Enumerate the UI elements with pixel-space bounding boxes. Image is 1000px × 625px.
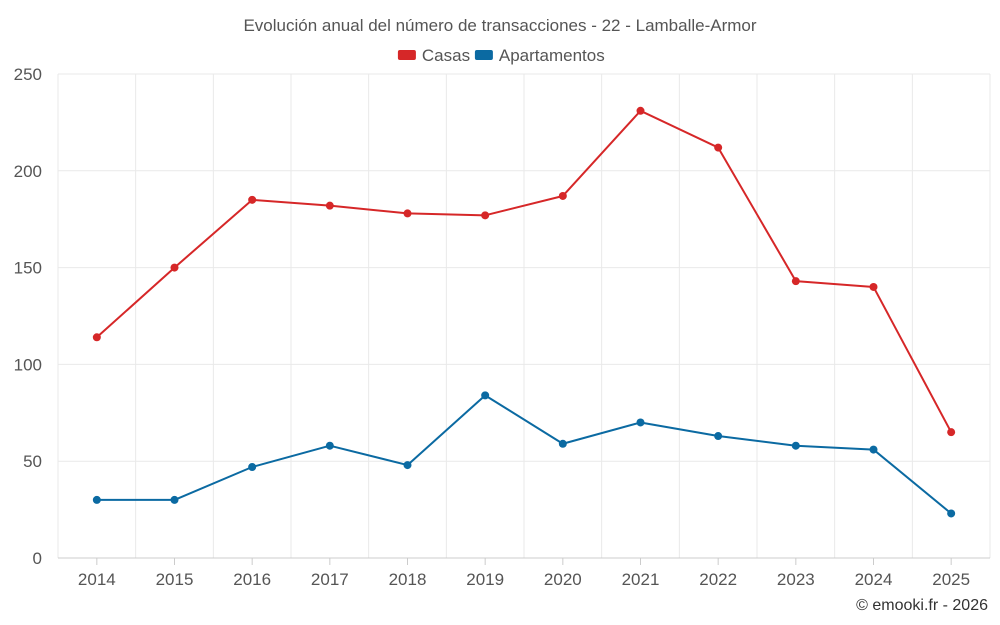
legend-label-casas: Casas: [422, 46, 470, 65]
series-line-casas: [96, 109, 953, 433]
credit-text: © emooki.fr - 2026: [856, 597, 988, 614]
data-point-apartamentos[interactable]: [248, 463, 257, 472]
y-tick-label: 50: [23, 452, 42, 471]
legend-item-apartamentos[interactable]: Apartamentos: [474, 46, 605, 65]
legend: Casas Apartamentos: [397, 46, 605, 65]
grid: [57, 73, 991, 559]
data-point-apartamentos[interactable]: [714, 432, 723, 441]
y-tick-label: 250: [14, 65, 42, 84]
data-point-casas[interactable]: [636, 106, 645, 115]
data-point-apartamentos[interactable]: [636, 418, 645, 427]
data-point-apartamentos[interactable]: [481, 391, 490, 400]
x-tick-label: 2020: [544, 570, 582, 589]
x-tick-label: 2021: [622, 570, 660, 589]
series: [92, 106, 956, 518]
y-tick-label: 0: [33, 549, 42, 568]
x-tick-label: 2025: [932, 570, 970, 589]
x-tick-label: 2019: [466, 570, 504, 589]
data-point-casas[interactable]: [947, 428, 956, 437]
data-point-casas[interactable]: [248, 195, 257, 204]
x-tick-label: 2023: [777, 570, 815, 589]
data-point-apartamentos[interactable]: [869, 445, 878, 454]
x-tick-label: 2016: [233, 570, 271, 589]
series-line-apartamentos: [96, 394, 952, 515]
data-point-casas[interactable]: [92, 333, 101, 342]
legend-swatch-casas: [397, 50, 416, 60]
x-tick-label: 2017: [311, 570, 349, 589]
y-axis-ticks: 0 50 100 150 200 250: [14, 65, 42, 568]
x-tick-label: 2024: [855, 570, 893, 589]
data-point-apartamentos[interactable]: [791, 441, 800, 450]
data-point-casas[interactable]: [714, 143, 723, 152]
y-tick-label: 150: [14, 259, 42, 278]
data-point-apartamentos[interactable]: [558, 439, 567, 448]
legend-swatch-apartamentos: [474, 50, 493, 60]
data-point-apartamentos[interactable]: [170, 495, 179, 504]
x-tick-label: 2022: [699, 570, 737, 589]
x-axis-ticks: 2014 2015 2016 2017 2018 2019 2020 2021 2022 2023…: [78, 558, 970, 589]
data-point-casas[interactable]: [869, 282, 878, 291]
data-point-casas[interactable]: [170, 263, 179, 272]
y-tick-label: 100: [14, 355, 42, 374]
y-tick-label: 200: [14, 162, 42, 181]
data-point-casas[interactable]: [325, 201, 334, 210]
legend-item-casas[interactable]: Casas: [397, 46, 470, 65]
data-point-apartamentos[interactable]: [947, 509, 956, 518]
data-point-apartamentos[interactable]: [92, 495, 101, 504]
x-tick-label: 2014: [78, 570, 116, 589]
data-point-apartamentos[interactable]: [325, 441, 334, 450]
data-point-apartamentos[interactable]: [403, 461, 412, 470]
data-point-casas[interactable]: [558, 191, 567, 200]
x-tick-label: 2015: [156, 570, 194, 589]
x-tick-label: 2018: [389, 570, 427, 589]
data-point-casas[interactable]: [403, 209, 412, 218]
data-point-casas[interactable]: [791, 277, 800, 286]
data-point-casas[interactable]: [481, 211, 490, 220]
legend-label-apartamentos: Apartamentos: [499, 46, 605, 65]
chart-title: Evolución anual del número de transaccio…: [243, 16, 756, 35]
